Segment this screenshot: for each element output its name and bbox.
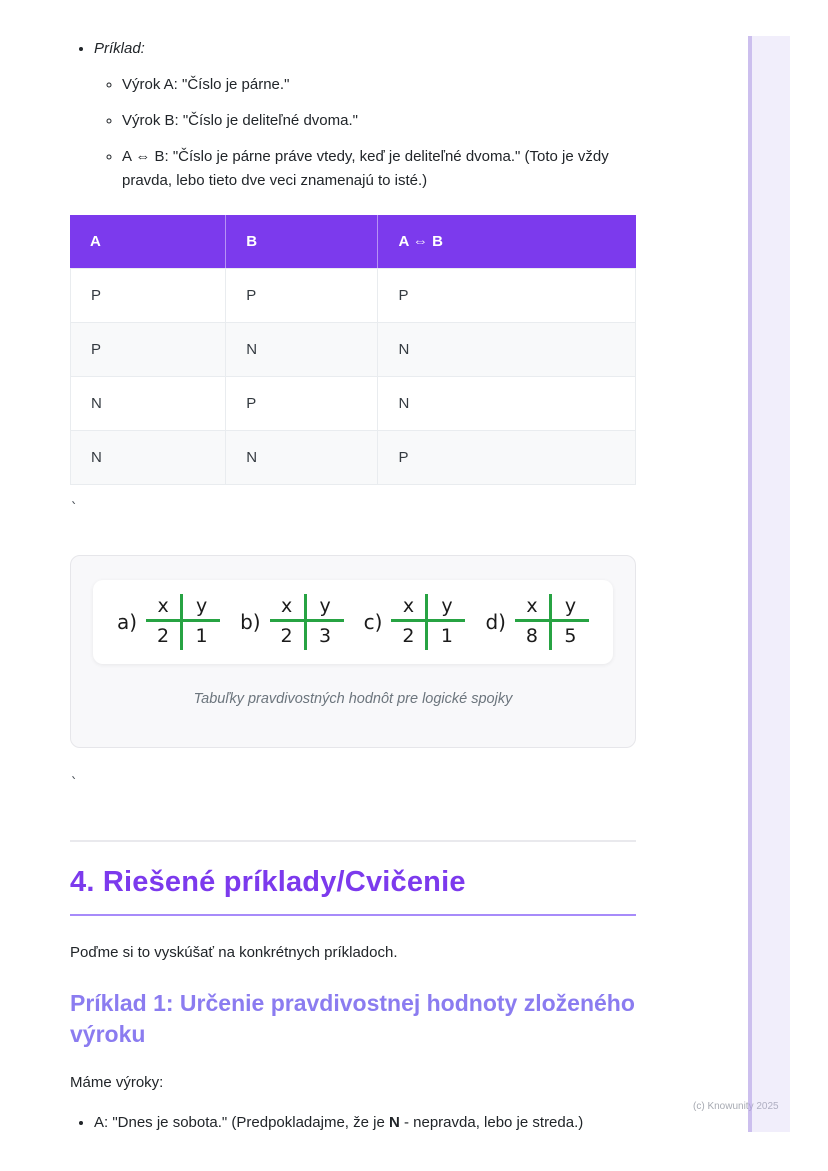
table-header-row: A B A ⇔ B [70, 214, 636, 268]
table-cell: P [378, 429, 636, 484]
mini-cell: y [551, 594, 589, 622]
table-cell: P [226, 375, 379, 430]
mini-cell: y [183, 594, 221, 622]
section-intro: Poďme si to vyskúšať na konkrétnych prík… [70, 943, 398, 961]
table-cell: P [70, 267, 227, 322]
statement-text: A: "Dnes je sobota." (Predpokladajme, že… [94, 1113, 389, 1131]
stray-backtick: ` [70, 775, 79, 792]
mini-cell: 2 [146, 621, 184, 650]
section-heading: 4. Riešené príklady/Cvičenie [70, 866, 636, 916]
figure-caption: Tabuľky pravdivostných hodnôt pre logick… [193, 690, 513, 707]
table-cell: P [378, 267, 636, 322]
document-content: Príklad: Výrok A: "Číslo je párne." Výro… [70, 38, 636, 1134]
mini-cell: y [428, 594, 466, 622]
table-cell: N [226, 321, 379, 376]
table-row: N P N [70, 375, 636, 430]
table-cell: N [70, 375, 227, 430]
example-sublist: Výrok A: "Číslo je párne." Výrok B: "Čís… [94, 73, 636, 192]
truth-table: A B A ⇔ B P P P P N N N P [70, 214, 636, 485]
figure-box: a) x y 2 1 b) x y 2 3 [70, 554, 636, 748]
mini-cell: 3 [319, 624, 332, 647]
mini-cell: x [146, 593, 184, 622]
section-divider [70, 839, 636, 842]
example-list: Príklad: Výrok A: "Číslo je párne." Výro… [70, 38, 636, 192]
table-header-cell: A ⇔ B [378, 214, 636, 268]
mini-table-c: c) x y 2 1 [363, 593, 466, 650]
mini-cell: 2 [391, 621, 429, 650]
list-item: Výrok A: "Číslo je párne." [122, 73, 636, 96]
mini-table-b: b) x y 2 3 [240, 593, 344, 650]
mini-table-label: b) [240, 609, 261, 634]
mini-cross-table: x y 2 3 [269, 593, 344, 650]
list-item: Príklad: Výrok A: "Číslo je párne." Výro… [94, 38, 636, 192]
mini-cell: 5 [564, 624, 577, 647]
mini-cross-table: x y 8 5 [514, 593, 589, 650]
stray-backtick: ` [70, 500, 79, 517]
mini-cell: 8 [515, 621, 552, 650]
mini-table-label: d) [485, 609, 506, 634]
mini-cell: 1 [195, 624, 208, 647]
statement-text: - nepravda, lebo je streda.) [399, 1113, 584, 1131]
mini-cell: y [306, 594, 344, 622]
copyright-note: (c) Knowunity 2025 [693, 1101, 779, 1112]
mini-table-d: d) x y 8 5 [485, 593, 589, 650]
mini-cell: x [269, 593, 307, 622]
mini-table-label: a) [117, 609, 138, 634]
mini-table-a: a) x y 2 1 [117, 593, 221, 650]
mini-cell: x [391, 593, 429, 622]
list-item: A: "Dnes je sobota." (Predpokladajme, že… [94, 1112, 636, 1135]
table-cell: P [70, 321, 227, 376]
statements-list: A: "Dnes je sobota." (Predpokladajme, že… [70, 1112, 636, 1135]
table-cell: N [378, 321, 636, 376]
list-item: A ⇔ B: "Číslo je párne práve vtedy, keď … [122, 145, 636, 192]
figure-card: a) x y 2 1 b) x y 2 3 [93, 579, 613, 664]
statement-bold-n: N [388, 1113, 400, 1131]
truth-table-header: A B A ⇔ B [70, 214, 636, 268]
mini-cell: 2 [270, 621, 307, 650]
table-row: N N P [70, 429, 636, 484]
table-header-cell: B [226, 214, 379, 268]
table-cell: N [378, 375, 636, 430]
table-cell: N [226, 429, 379, 484]
mini-table-label: c) [363, 609, 383, 634]
mini-cell: x [514, 593, 552, 622]
truth-table-body: P P P P N N N P N N N P [70, 267, 636, 484]
lead-text: Máme výroky: [70, 1073, 164, 1091]
table-cell: P [226, 267, 379, 322]
table-header-cell: A [70, 214, 227, 268]
table-row: P N N [70, 321, 636, 376]
table-row: P P P [70, 267, 636, 322]
example-label: Príklad: [94, 40, 145, 57]
scrollbar-thumb[interactable] [748, 36, 790, 1132]
mini-cross-table: x y 2 1 [391, 593, 466, 650]
list-item: Výrok B: "Číslo je deliteľné dvoma." [122, 109, 636, 132]
mini-cell: 1 [440, 624, 453, 647]
example1-subheading: Príklad 1: Určenie pravdivostnej hodnoty… [70, 989, 635, 1047]
table-cell: N [70, 429, 227, 484]
mini-cross-table: x y 2 1 [146, 593, 221, 650]
